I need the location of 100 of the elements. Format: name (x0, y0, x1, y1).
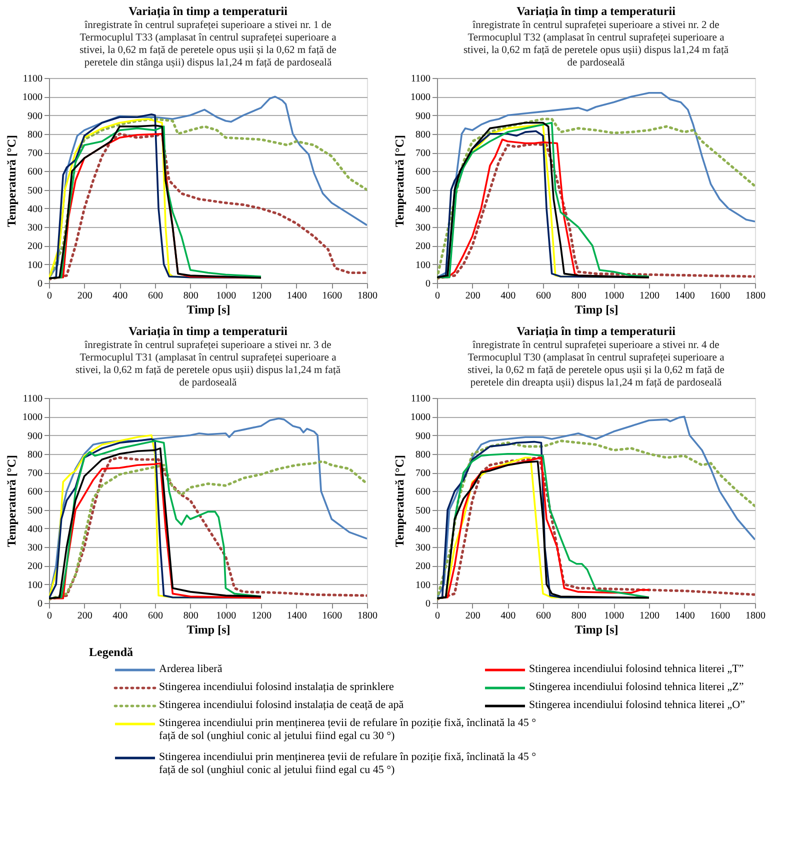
y-tick-label: 900 (28, 430, 42, 442)
y-axis-title: Temperatură [°C] (392, 134, 406, 228)
y-tick-label: 100 (416, 580, 430, 591)
x-tick-label: 1800 (746, 290, 766, 302)
x-tick-label: 1400 (286, 610, 307, 622)
x-tick-label: 1200 (640, 290, 660, 302)
y-tick-label: 500 (416, 505, 430, 516)
chart-subtitle: înregistrate în centrul suprafeței superioare a stivei nr. 2 de Termocuplul T32 (amplasat în centrul suprafeței superioare a stivei, la 0,62 m față de peretele opus ușii) dispus la1,24 m față de pardoseală (463, 20, 729, 68)
y-tick-label: 200 (28, 241, 42, 252)
legend-label: Stingerea incendiului folosind tehnica literei „Z” (529, 681, 744, 693)
legend-label: Stingerea incendiului folosind instalația de ceață de apă (159, 699, 404, 711)
chart-title: Variația în timp a temperaturii (516, 324, 676, 339)
x-tick-label: 400 (112, 290, 128, 302)
y-tick-label: 0 (426, 278, 430, 290)
y-tick-label: 0 (38, 598, 42, 610)
y-tick-label: 300 (416, 542, 430, 554)
x-tick-label: 1200 (252, 290, 272, 302)
y-tick-label: 100 (28, 580, 42, 591)
chart-subtitle: înregistrate în centrul suprafeței superioare a stivei nr. 4 de Termocuplul T30 (amplasat în centrul suprafeței superioare a stivei, la 0,62 m față de peretele opus ușii și la 0,62 m față de peretele din dreapta ușii) dispus la1,24 m față de pardoseală (468, 340, 725, 388)
y-tick-label: 900 (28, 110, 42, 122)
chart-title: Variația în timp a temperaturii (128, 324, 288, 339)
y-tick-label: 900 (416, 430, 430, 442)
y-tick-label: 500 (416, 185, 430, 196)
x-tick-label: 1800 (358, 290, 378, 302)
chart-title: Variația în timp a temperaturii (128, 4, 288, 19)
y-tick-label: 700 (28, 468, 42, 480)
x-tick-label: 200 (77, 610, 92, 622)
legend-label: Stingerea incendiului prin menținerea țevii de refulare în poziție fixă, înclinată la 45 ° față de sol (unghiul conic al jetului fiind egal cu 30 °) (159, 717, 536, 742)
y-tick-label: 600 (28, 166, 42, 178)
x-tick-label: 200 (465, 290, 480, 302)
y-tick-label: 300 (416, 222, 430, 234)
x-tick-label: 0 (435, 290, 440, 302)
y-tick-label: 800 (416, 449, 430, 460)
y-tick-label: 400 (28, 204, 42, 215)
x-tick-label: 800 (183, 290, 198, 302)
x-tick-label: 0 (47, 610, 52, 622)
x-tick-label: 600 (148, 610, 163, 622)
x-tick-label: 400 (500, 290, 516, 302)
y-tick-label: 800 (28, 449, 42, 460)
x-axis-title: Timp [s] (574, 302, 618, 316)
x-tick-label: 1600 (710, 610, 730, 622)
legend-label: Stingerea incendiului folosind tehnica literei „O” (529, 699, 746, 711)
x-tick-label: 0 (47, 290, 52, 302)
y-tick-label: 300 (28, 222, 42, 234)
x-tick-label: 1000 (604, 610, 624, 622)
x-axis-title: Timp [s] (574, 622, 618, 636)
x-tick-label: 800 (183, 610, 198, 622)
x-tick-label: 1600 (322, 610, 342, 622)
x-axis-title: Timp [s] (186, 622, 230, 636)
x-axis-title: Timp [s] (186, 302, 230, 316)
y-tick-label: 0 (426, 598, 430, 610)
y-tick-label: 1100 (410, 74, 430, 84)
y-tick-label: 200 (28, 561, 42, 572)
y-axis-title: Temperatură [°C] (392, 454, 406, 548)
y-tick-label: 400 (416, 204, 430, 215)
x-tick-label: 800 (571, 610, 586, 622)
chart-subtitle: înregistrate în centrul suprafeței superioare a stivei nr. 1 de Termocuplul T33 (amplasat în centrul suprafeței superioare a stivei, la 0,62 m față de peretele opus ușii și la 0,62 m față de peretele din stânga ușii) dispus la1,24 m față de pardoseală (80, 20, 337, 68)
legend-label: Stingerea incendiului folosind tehnica literei „T” (529, 663, 744, 675)
y-tick-label: 600 (416, 486, 430, 498)
y-tick-label: 800 (416, 129, 430, 140)
x-tick-label: 1200 (640, 610, 660, 622)
x-tick-label: 1000 (604, 290, 624, 302)
x-tick-label: 0 (435, 610, 440, 622)
chart-subtitle: înregistrate în centrul suprafeței superioare a stivei nr. 3 de Termocuplul T31 (amplasat în centrul suprafeței superioare a stivei, la 0,62 m față de peretele opus ușii) dispus la1,24 m față de pardoseală (75, 340, 341, 388)
y-tick-label: 200 (416, 561, 430, 572)
x-tick-label: 1600 (322, 290, 342, 302)
y-tick-label: 700 (28, 148, 42, 160)
y-tick-label: 700 (416, 468, 430, 480)
y-tick-label: 500 (28, 185, 42, 196)
y-tick-label: 600 (28, 486, 42, 498)
y-tick-label: 100 (416, 260, 430, 271)
x-tick-label: 1400 (286, 290, 307, 302)
x-tick-label: 1000 (216, 610, 236, 622)
y-tick-label: 1000 (410, 412, 430, 424)
x-tick-label: 400 (112, 610, 128, 622)
x-tick-label: 400 (500, 610, 516, 622)
y-tick-label: 300 (28, 542, 42, 554)
legend-title: Legendă (89, 645, 134, 659)
x-tick-label: 600 (536, 610, 551, 622)
x-tick-label: 600 (148, 290, 163, 302)
x-tick-label: 200 (77, 290, 92, 302)
x-tick-label: 200 (465, 610, 480, 622)
y-tick-label: 500 (28, 505, 42, 516)
y-tick-label: 400 (28, 524, 42, 535)
y-axis-title: Temperatură [°C] (4, 134, 18, 228)
legend-label: Stingerea incendiului folosind instalația de sprinklere (159, 681, 394, 693)
y-tick-label: 1100 (410, 394, 430, 404)
legend-label: Arderea liberă (159, 663, 222, 675)
y-tick-label: 1000 (22, 92, 42, 104)
y-tick-label: 700 (416, 148, 430, 160)
y-tick-label: 600 (416, 166, 430, 178)
y-tick-label: 100 (28, 260, 42, 271)
x-tick-label: 1400 (674, 610, 695, 622)
y-tick-label: 1000 (22, 412, 42, 424)
y-tick-label: 1100 (22, 74, 42, 84)
x-tick-label: 1600 (710, 290, 730, 302)
x-tick-label: 600 (536, 290, 551, 302)
line-series (437, 142, 755, 280)
y-tick-label: 0 (38, 278, 42, 290)
y-tick-label: 1000 (410, 92, 430, 104)
